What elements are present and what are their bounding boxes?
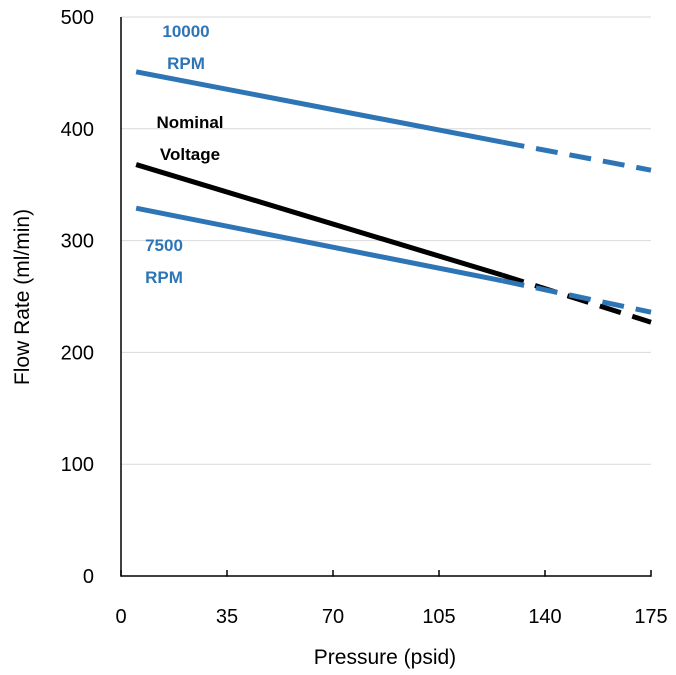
y-tick-label: 0 <box>83 566 94 588</box>
series-line-solid-2 <box>135 205 504 284</box>
series-label-2: RPM <box>145 268 183 287</box>
y-tick-label: 200 <box>61 342 94 364</box>
series-line-dashed-2 <box>502 278 652 315</box>
series-line-solid-0 <box>135 69 504 145</box>
y-tick-label: 500 <box>61 7 94 29</box>
x-tick-label: 35 <box>216 606 238 628</box>
series-label-0: 10000 <box>162 22 209 41</box>
x-tick-label: 105 <box>422 606 455 628</box>
x-axis-title: Pressure (psid) <box>314 646 456 669</box>
series-line-solid-1 <box>135 162 504 278</box>
axes <box>120 17 652 577</box>
tick-labels: 0 100 200 300 400 500 0 35 70 105 140 175 <box>61 7 668 628</box>
x-tick-label: 0 <box>115 606 126 628</box>
y-axis-title: Flow Rate (ml/min) <box>11 209 34 385</box>
series-label-1: Nominal <box>156 113 223 132</box>
series-lines <box>135 69 652 325</box>
series-line-dashed-0 <box>502 139 652 173</box>
x-tick-label: 175 <box>634 606 667 628</box>
y-tick-label: 300 <box>61 231 94 253</box>
series-labels: 10000 RPM Nominal Voltage 7500 RPM <box>145 22 223 287</box>
x-tick-label: 140 <box>528 606 561 628</box>
series-label-0: RPM <box>167 54 205 73</box>
x-tick-label: 70 <box>322 606 344 628</box>
series-label-2: 7500 <box>145 236 183 255</box>
y-tick-label: 400 <box>61 119 94 141</box>
series-label-1: Voltage <box>160 145 220 164</box>
y-tick-label: 100 <box>61 454 94 476</box>
